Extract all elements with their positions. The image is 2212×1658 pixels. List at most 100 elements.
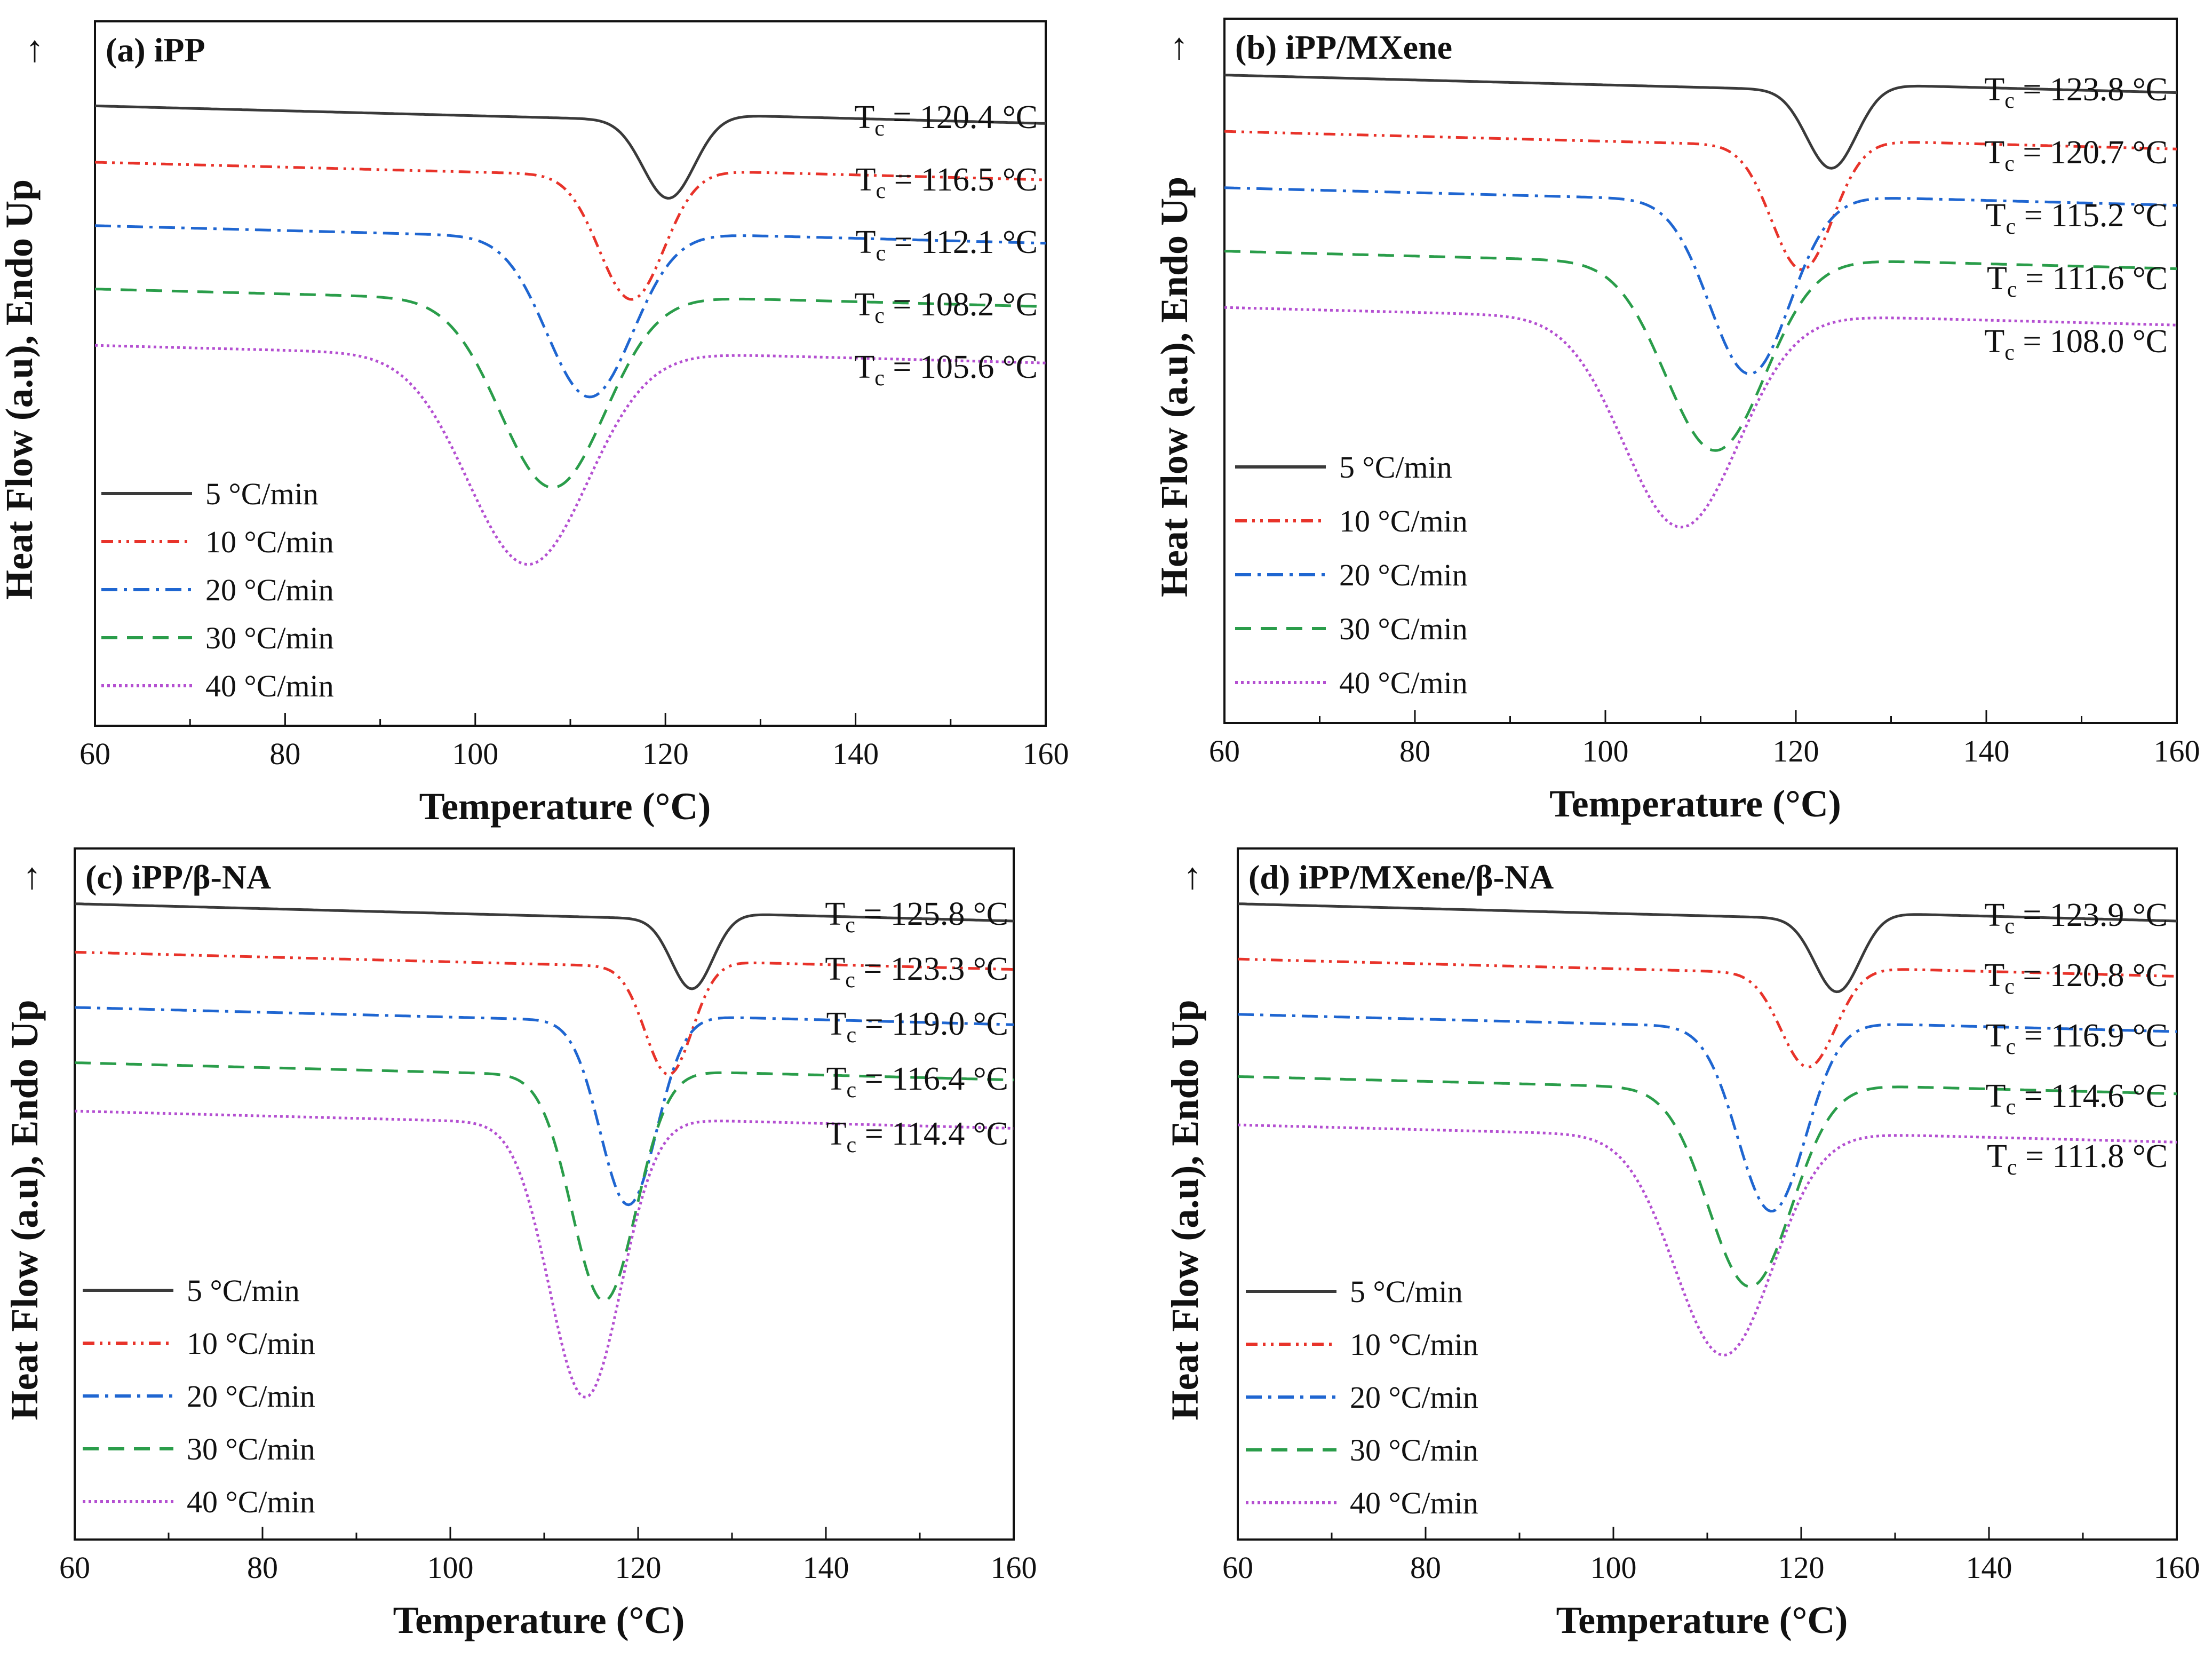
endo-up-arrow: ↑ [26, 29, 44, 70]
x-tick-label: 160 [2154, 1550, 2200, 1585]
x-tick-label: 120 [642, 736, 689, 771]
series-line-10 [95, 161, 1046, 301]
chart-panel-2: 60 80 100 120 140 160 Temperature (°C) Heat Flo… [1153, 18, 2200, 825]
tc-label-40: Tc = 114.4 °C [826, 1116, 1008, 1157]
tc-label-30: Tc = 108.2 °C [854, 287, 1038, 328]
tc-label-20: Tc = 112.1 °C [856, 224, 1038, 266]
tc-label-30: Tc = 114.6 °C [1986, 1078, 2168, 1120]
x-tick-label: 60 [1222, 1550, 1253, 1585]
y-axis-title: Heat Flow (a.u), Endo Up [1164, 999, 1206, 1420]
panel-title: (b) iPP/MXene [1235, 28, 1452, 66]
tc-label-5: Tc = 123.9 °C [1984, 897, 2168, 939]
tc-label-20: Tc = 115.2 °C [1986, 197, 2168, 239]
series-line-40 [75, 1109, 1014, 1399]
legend-label-40: 40 °C/min [1339, 665, 1468, 700]
x-tick-label: 100 [1590, 1550, 1637, 1585]
legend-label-10: 10 °C/min [205, 525, 334, 559]
legend-label-40: 40 °C/min [1350, 1486, 1478, 1520]
series-line-10 [75, 950, 1014, 1076]
x-tick-label: 60 [1209, 734, 1240, 768]
y-axis-title: Heat Flow (a.u), Endo Up [3, 999, 46, 1420]
chart-panel-1: 60 80 100 120 140 160 Temperature (°C) Heat Flo… [0, 20, 1069, 828]
endo-up-arrow: ↑ [1183, 856, 1202, 897]
tc-label-40: Tc = 105.6 °C [854, 349, 1038, 391]
x-tick-label: 80 [1410, 1550, 1441, 1585]
x-axis-title: Temperature (°C) [419, 785, 711, 828]
legend-label-10: 10 °C/min [1350, 1327, 1478, 1362]
x-tick-label: 80 [247, 1550, 278, 1585]
series-line-20 [1224, 186, 2177, 376]
tc-label-40: Tc = 111.8 °C [1987, 1138, 2168, 1180]
x-axis-title: Temperature (°C) [1549, 782, 1841, 825]
legend-label-40: 40 °C/min [187, 1485, 315, 1519]
panel-title: (d) iPP/MXene/β-NA [1248, 858, 1554, 896]
legend-label-10: 10 °C/min [1339, 504, 1468, 538]
series-line-30 [1238, 1075, 2177, 1288]
endo-up-arrow: ↑ [23, 856, 42, 897]
tc-label-5: Tc = 125.8 °C [825, 896, 1008, 938]
series-line-30 [1224, 250, 2177, 452]
x-axis-title: Temperature (°C) [393, 1599, 685, 1641]
endo-up-arrow: ↑ [1170, 26, 1189, 67]
series-line-30 [95, 288, 1046, 489]
tc-label-20: Tc = 119.0 °C [826, 1006, 1008, 1048]
legend-label-20: 20 °C/min [1350, 1380, 1478, 1415]
legend-label-20: 20 °C/min [1339, 558, 1468, 592]
x-tick-label: 160 [1023, 736, 1069, 771]
x-tick-label: 80 [269, 736, 300, 771]
x-tick-label: 120 [615, 1550, 662, 1585]
x-tick-label: 120 [1778, 1550, 1825, 1585]
series-line-40 [95, 344, 1046, 566]
series-line-20 [95, 224, 1046, 399]
series-line-5 [95, 104, 1046, 200]
series-line-5 [1238, 902, 2177, 994]
x-tick-label: 160 [991, 1550, 1037, 1585]
legend-label-5: 5 °C/min [205, 477, 319, 511]
x-tick-label: 120 [1773, 734, 1819, 768]
series-line-40 [1224, 306, 2177, 529]
tc-label-10: Tc = 116.5 °C [856, 162, 1038, 203]
series-line-20 [75, 1006, 1014, 1207]
tc-label-5: Tc = 120.4 °C [854, 99, 1038, 141]
legend-label-40: 40 °C/min [205, 669, 334, 703]
legend-label-30: 30 °C/min [187, 1432, 315, 1466]
x-tick-label: 160 [2154, 734, 2200, 768]
tc-label-40: Tc = 108.0 °C [1984, 323, 2168, 365]
x-tick-label: 140 [832, 736, 879, 771]
x-tick-label: 140 [803, 1550, 849, 1585]
x-tick-label: 100 [452, 736, 498, 771]
tc-label-30: Tc = 116.4 °C [826, 1061, 1008, 1102]
legend-label-20: 20 °C/min [205, 573, 334, 607]
series-line-5 [1224, 74, 2177, 170]
series-line-10 [1238, 957, 2177, 1069]
panel-title: (a) iPP [106, 31, 205, 69]
legend-label-30: 30 °C/min [205, 621, 334, 655]
x-tick-label: 80 [1399, 734, 1430, 768]
tc-label-10: Tc = 120.8 °C [1984, 957, 2168, 999]
tc-label-10: Tc = 120.7 °C [1984, 134, 2168, 176]
tc-label-20: Tc = 116.9 °C [1986, 1018, 2168, 1059]
tc-label-30: Tc = 111.6 °C [1987, 260, 2168, 302]
legend-label-5: 5 °C/min [1339, 450, 1452, 485]
x-tick-label: 140 [1966, 1550, 2012, 1585]
chart-panel-3: 60 80 100 120 140 160 Temperature (°C) Heat Flo… [3, 847, 1037, 1641]
series-line-20 [1238, 1013, 2177, 1213]
legend-label-20: 20 °C/min [187, 1379, 315, 1414]
y-axis-title: Heat Flow (a.u), Endo Up [0, 179, 41, 600]
x-tick-label: 60 [59, 1550, 90, 1585]
panel-title: (c) iPP/β-NA [85, 858, 271, 896]
legend-label-5: 5 °C/min [1350, 1274, 1463, 1309]
series-line-10 [1224, 130, 2177, 271]
legend-label-10: 10 °C/min [187, 1326, 315, 1361]
x-tick-label: 140 [1963, 734, 2010, 768]
tc-label-10: Tc = 123.3 °C [825, 951, 1008, 993]
series-line-40 [1238, 1123, 2177, 1356]
x-tick-label: 100 [427, 1550, 474, 1585]
chart-panel-4: 60 80 100 120 140 160 Temperature (°C) Heat Flo… [1164, 847, 2200, 1641]
series-line-30 [75, 1061, 1014, 1303]
x-tick-label: 100 [1582, 734, 1629, 768]
legend-label-5: 5 °C/min [187, 1273, 300, 1308]
tc-label-5: Tc = 123.8 °C [1984, 72, 2168, 113]
series-line-5 [75, 902, 1014, 990]
